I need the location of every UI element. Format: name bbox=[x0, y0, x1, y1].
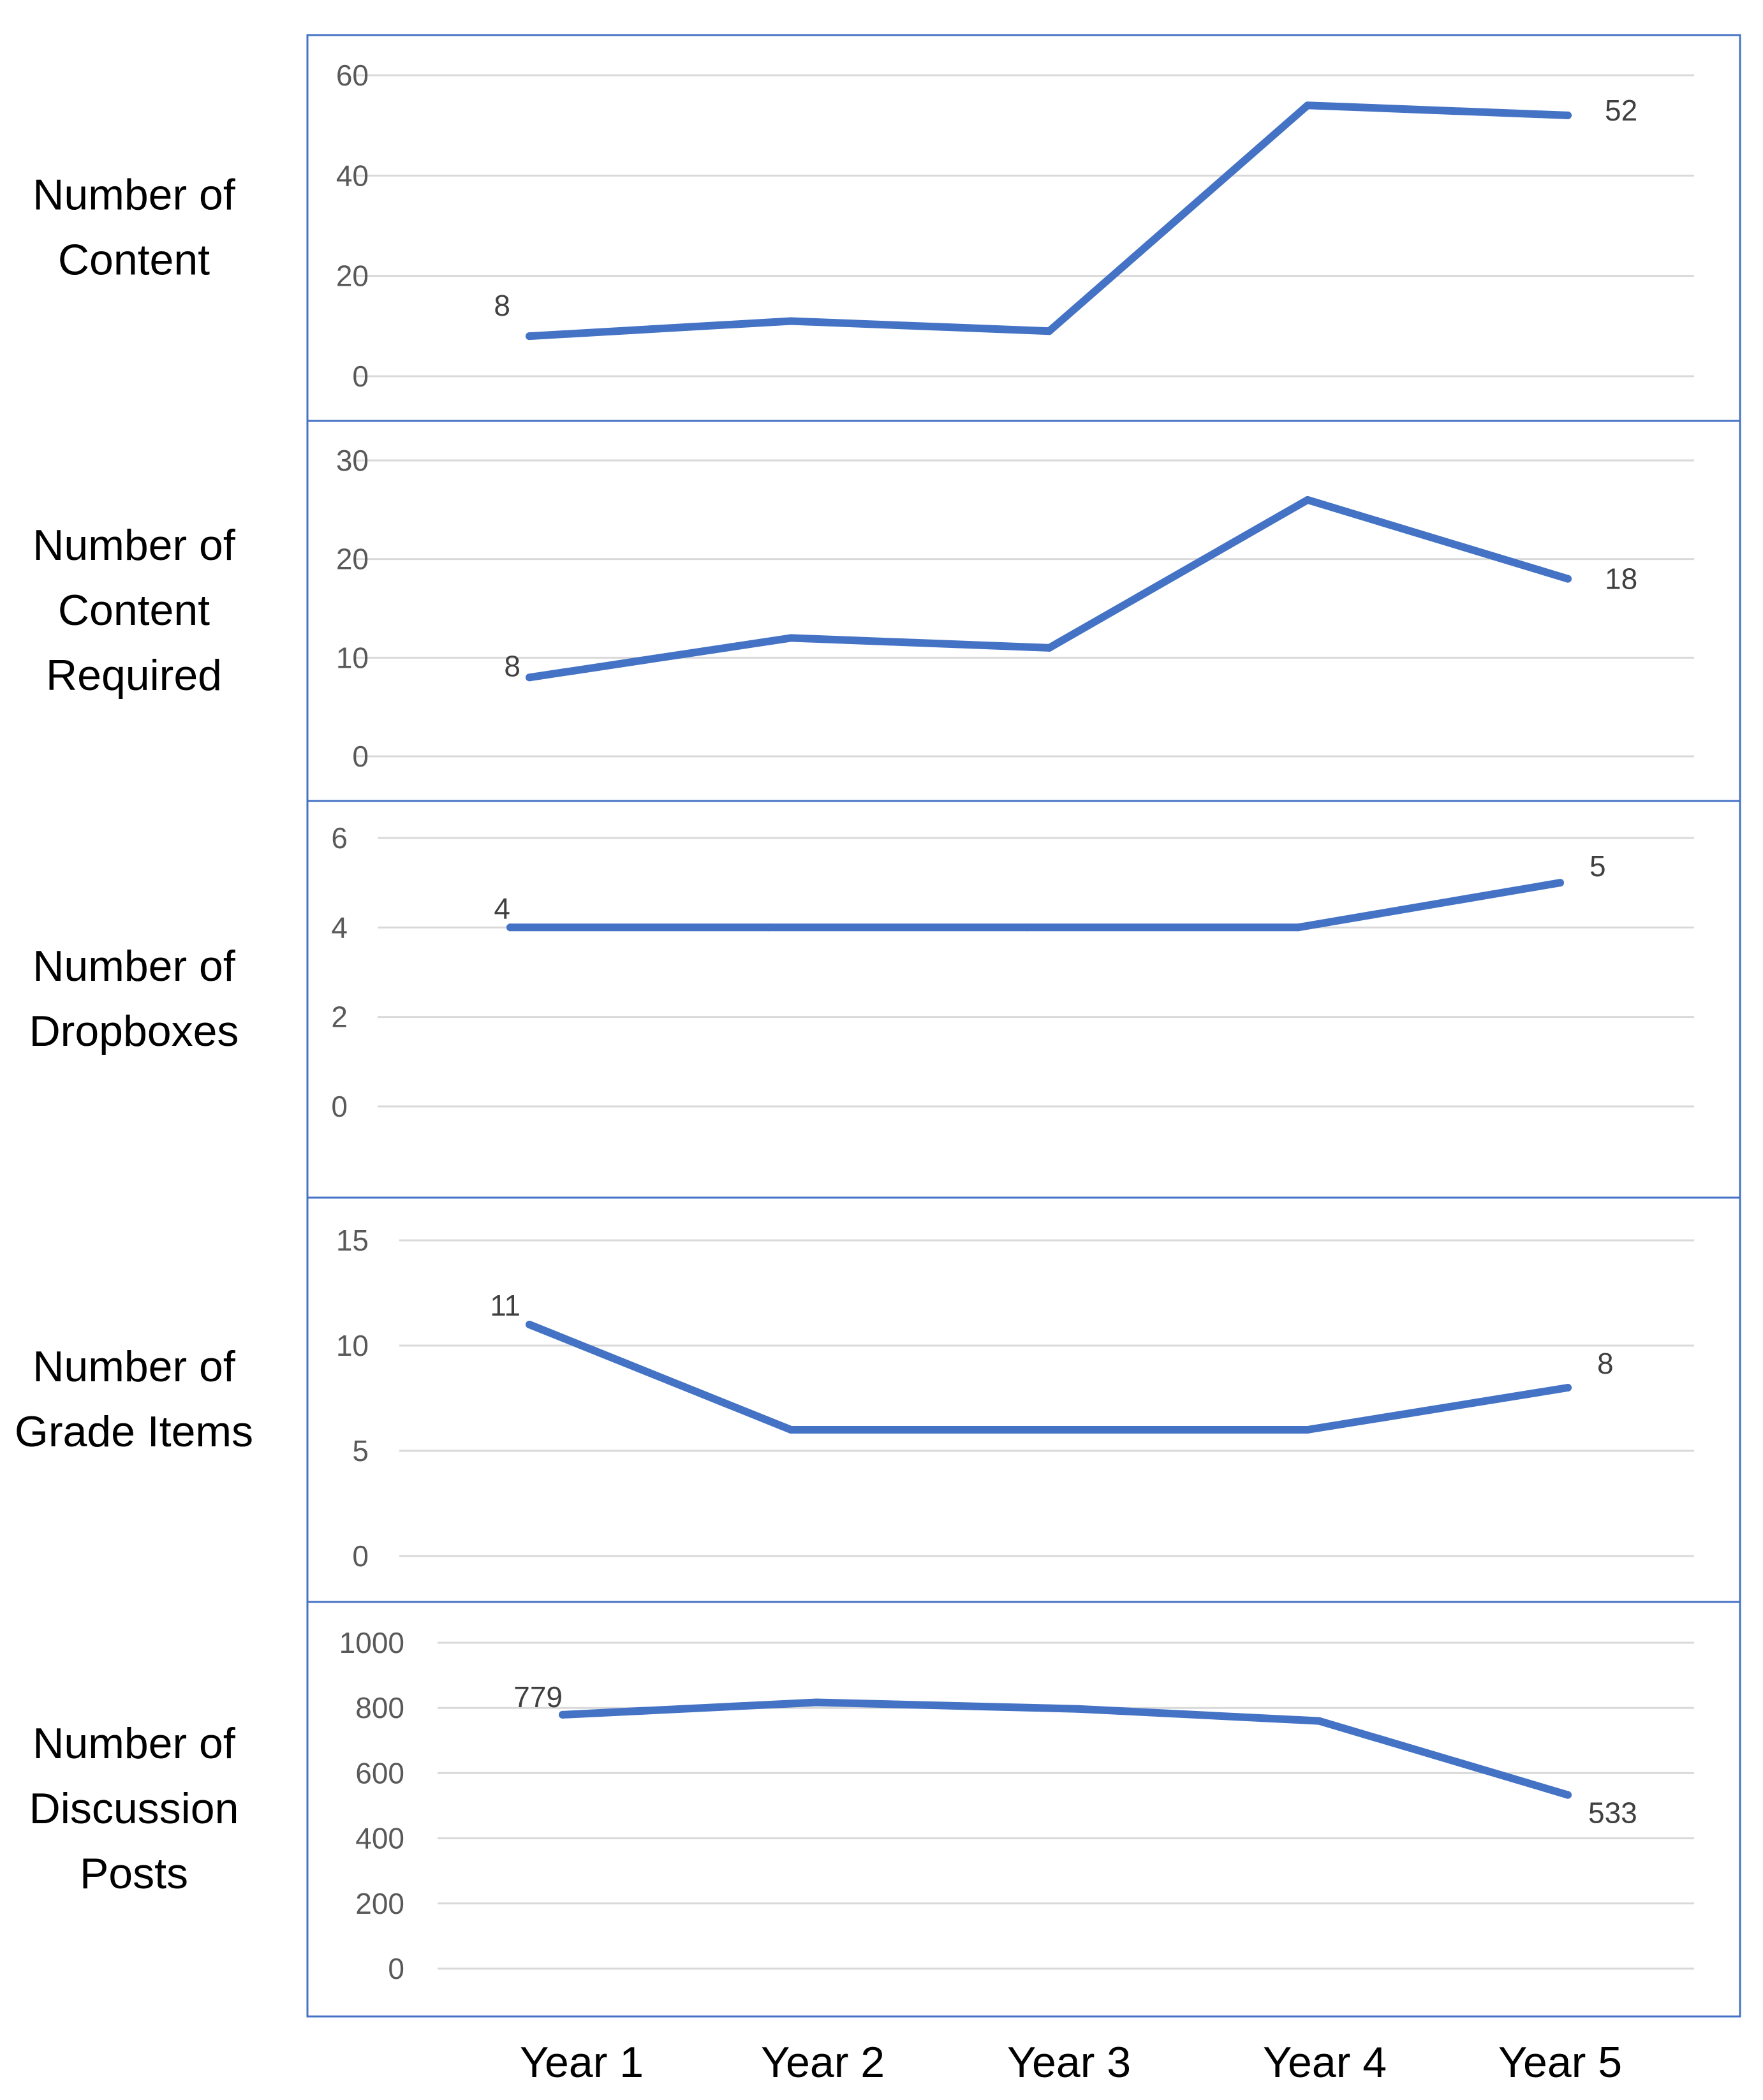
data-point bbox=[1304, 496, 1311, 504]
data-point bbox=[1304, 101, 1311, 110]
series-line bbox=[559, 1698, 1572, 1799]
series-line bbox=[526, 1321, 1572, 1434]
y-tick-label: 1000 bbox=[339, 1626, 404, 1659]
data-point bbox=[526, 1321, 533, 1328]
data-point bbox=[1045, 643, 1053, 652]
y-tick-label: 200 bbox=[355, 1887, 404, 1920]
y-tick-label: 0 bbox=[352, 1539, 369, 1573]
y-tick-label: 10 bbox=[336, 641, 369, 674]
y-tick-label: 0 bbox=[352, 740, 369, 773]
panel-title: Content bbox=[58, 586, 210, 635]
panel-title: Discussion bbox=[29, 1784, 239, 1833]
y-tick-label: 20 bbox=[336, 260, 369, 293]
y-tick-label: 600 bbox=[355, 1756, 404, 1789]
data-point bbox=[1315, 1717, 1323, 1725]
y-tick-label: 800 bbox=[355, 1691, 404, 1724]
data-point bbox=[1564, 575, 1572, 583]
y-tick-label: 30 bbox=[336, 444, 369, 477]
y-tick-label: 20 bbox=[336, 543, 369, 576]
data-point bbox=[787, 1426, 795, 1434]
panel-title: Grade Items bbox=[15, 1407, 253, 1456]
chart-frame bbox=[306, 34, 1741, 2018]
data-point bbox=[787, 634, 795, 642]
series-line bbox=[526, 101, 1572, 341]
panel-title: Content bbox=[58, 236, 210, 284]
y-tick-label: 4 bbox=[331, 911, 348, 944]
panel-title: Number of bbox=[33, 1342, 235, 1391]
data-point bbox=[1564, 1791, 1572, 1799]
data-label: 4 bbox=[494, 892, 510, 925]
y-tick-label: 2 bbox=[331, 1001, 348, 1034]
y-tick-label: 60 bbox=[336, 59, 369, 92]
data-label: 8 bbox=[1597, 1347, 1614, 1380]
panel-title: Posts bbox=[80, 1849, 188, 1898]
y-tick-label: 15 bbox=[336, 1224, 369, 1257]
x-tick-label: Year 5 bbox=[1498, 2038, 1622, 2087]
y-tick-label: 0 bbox=[331, 1090, 348, 1123]
x-tick-label: Year 4 bbox=[1263, 2038, 1387, 2087]
x-tick-label: Year 1 bbox=[520, 2038, 644, 2087]
y-tick-label: 5 bbox=[352, 1434, 369, 1467]
y-tick-label: 0 bbox=[388, 1952, 404, 1985]
panel-title: Dropboxes bbox=[29, 1007, 239, 1055]
data-label: 8 bbox=[494, 289, 510, 322]
data-point bbox=[1564, 1384, 1572, 1391]
data-point bbox=[765, 923, 772, 932]
data-label: 18 bbox=[1605, 562, 1637, 596]
data-point bbox=[787, 317, 795, 325]
data-point bbox=[813, 1698, 820, 1707]
data-label: 5 bbox=[1590, 849, 1606, 883]
data-point bbox=[1074, 1705, 1082, 1713]
series-line bbox=[506, 879, 1564, 932]
panel-title: Number of bbox=[33, 521, 235, 569]
data-label: 11 bbox=[490, 1289, 520, 1322]
y-tick-label: 0 bbox=[352, 360, 369, 393]
data-label: 533 bbox=[1588, 1796, 1637, 1830]
y-tick-label: 6 bbox=[331, 821, 348, 855]
y-tick-label: 10 bbox=[336, 1329, 369, 1362]
data-point bbox=[1564, 111, 1572, 119]
data-point bbox=[526, 332, 533, 341]
data-point bbox=[1023, 923, 1031, 932]
x-tick-label: Year 3 bbox=[1007, 2038, 1131, 2087]
data-point bbox=[1045, 1426, 1053, 1434]
data-point bbox=[1294, 923, 1302, 932]
y-tick-label: 400 bbox=[355, 1822, 404, 1855]
panel-title: Required bbox=[46, 651, 222, 700]
data-point bbox=[506, 923, 514, 932]
data-point bbox=[559, 1710, 566, 1719]
data-point bbox=[526, 673, 533, 682]
panel-title: Number of bbox=[33, 942, 235, 990]
data-point bbox=[1556, 879, 1564, 887]
data-point bbox=[1045, 327, 1053, 335]
data-label: 8 bbox=[504, 649, 520, 682]
data-label: 52 bbox=[1605, 94, 1637, 127]
panel-title: Number of bbox=[33, 1719, 235, 1768]
data-point bbox=[1304, 1426, 1311, 1434]
y-tick-label: 40 bbox=[336, 159, 369, 192]
data-label: 779 bbox=[513, 1680, 563, 1714]
panel-title: Number of bbox=[33, 171, 235, 219]
x-tick-label: Year 2 bbox=[761, 2038, 885, 2087]
